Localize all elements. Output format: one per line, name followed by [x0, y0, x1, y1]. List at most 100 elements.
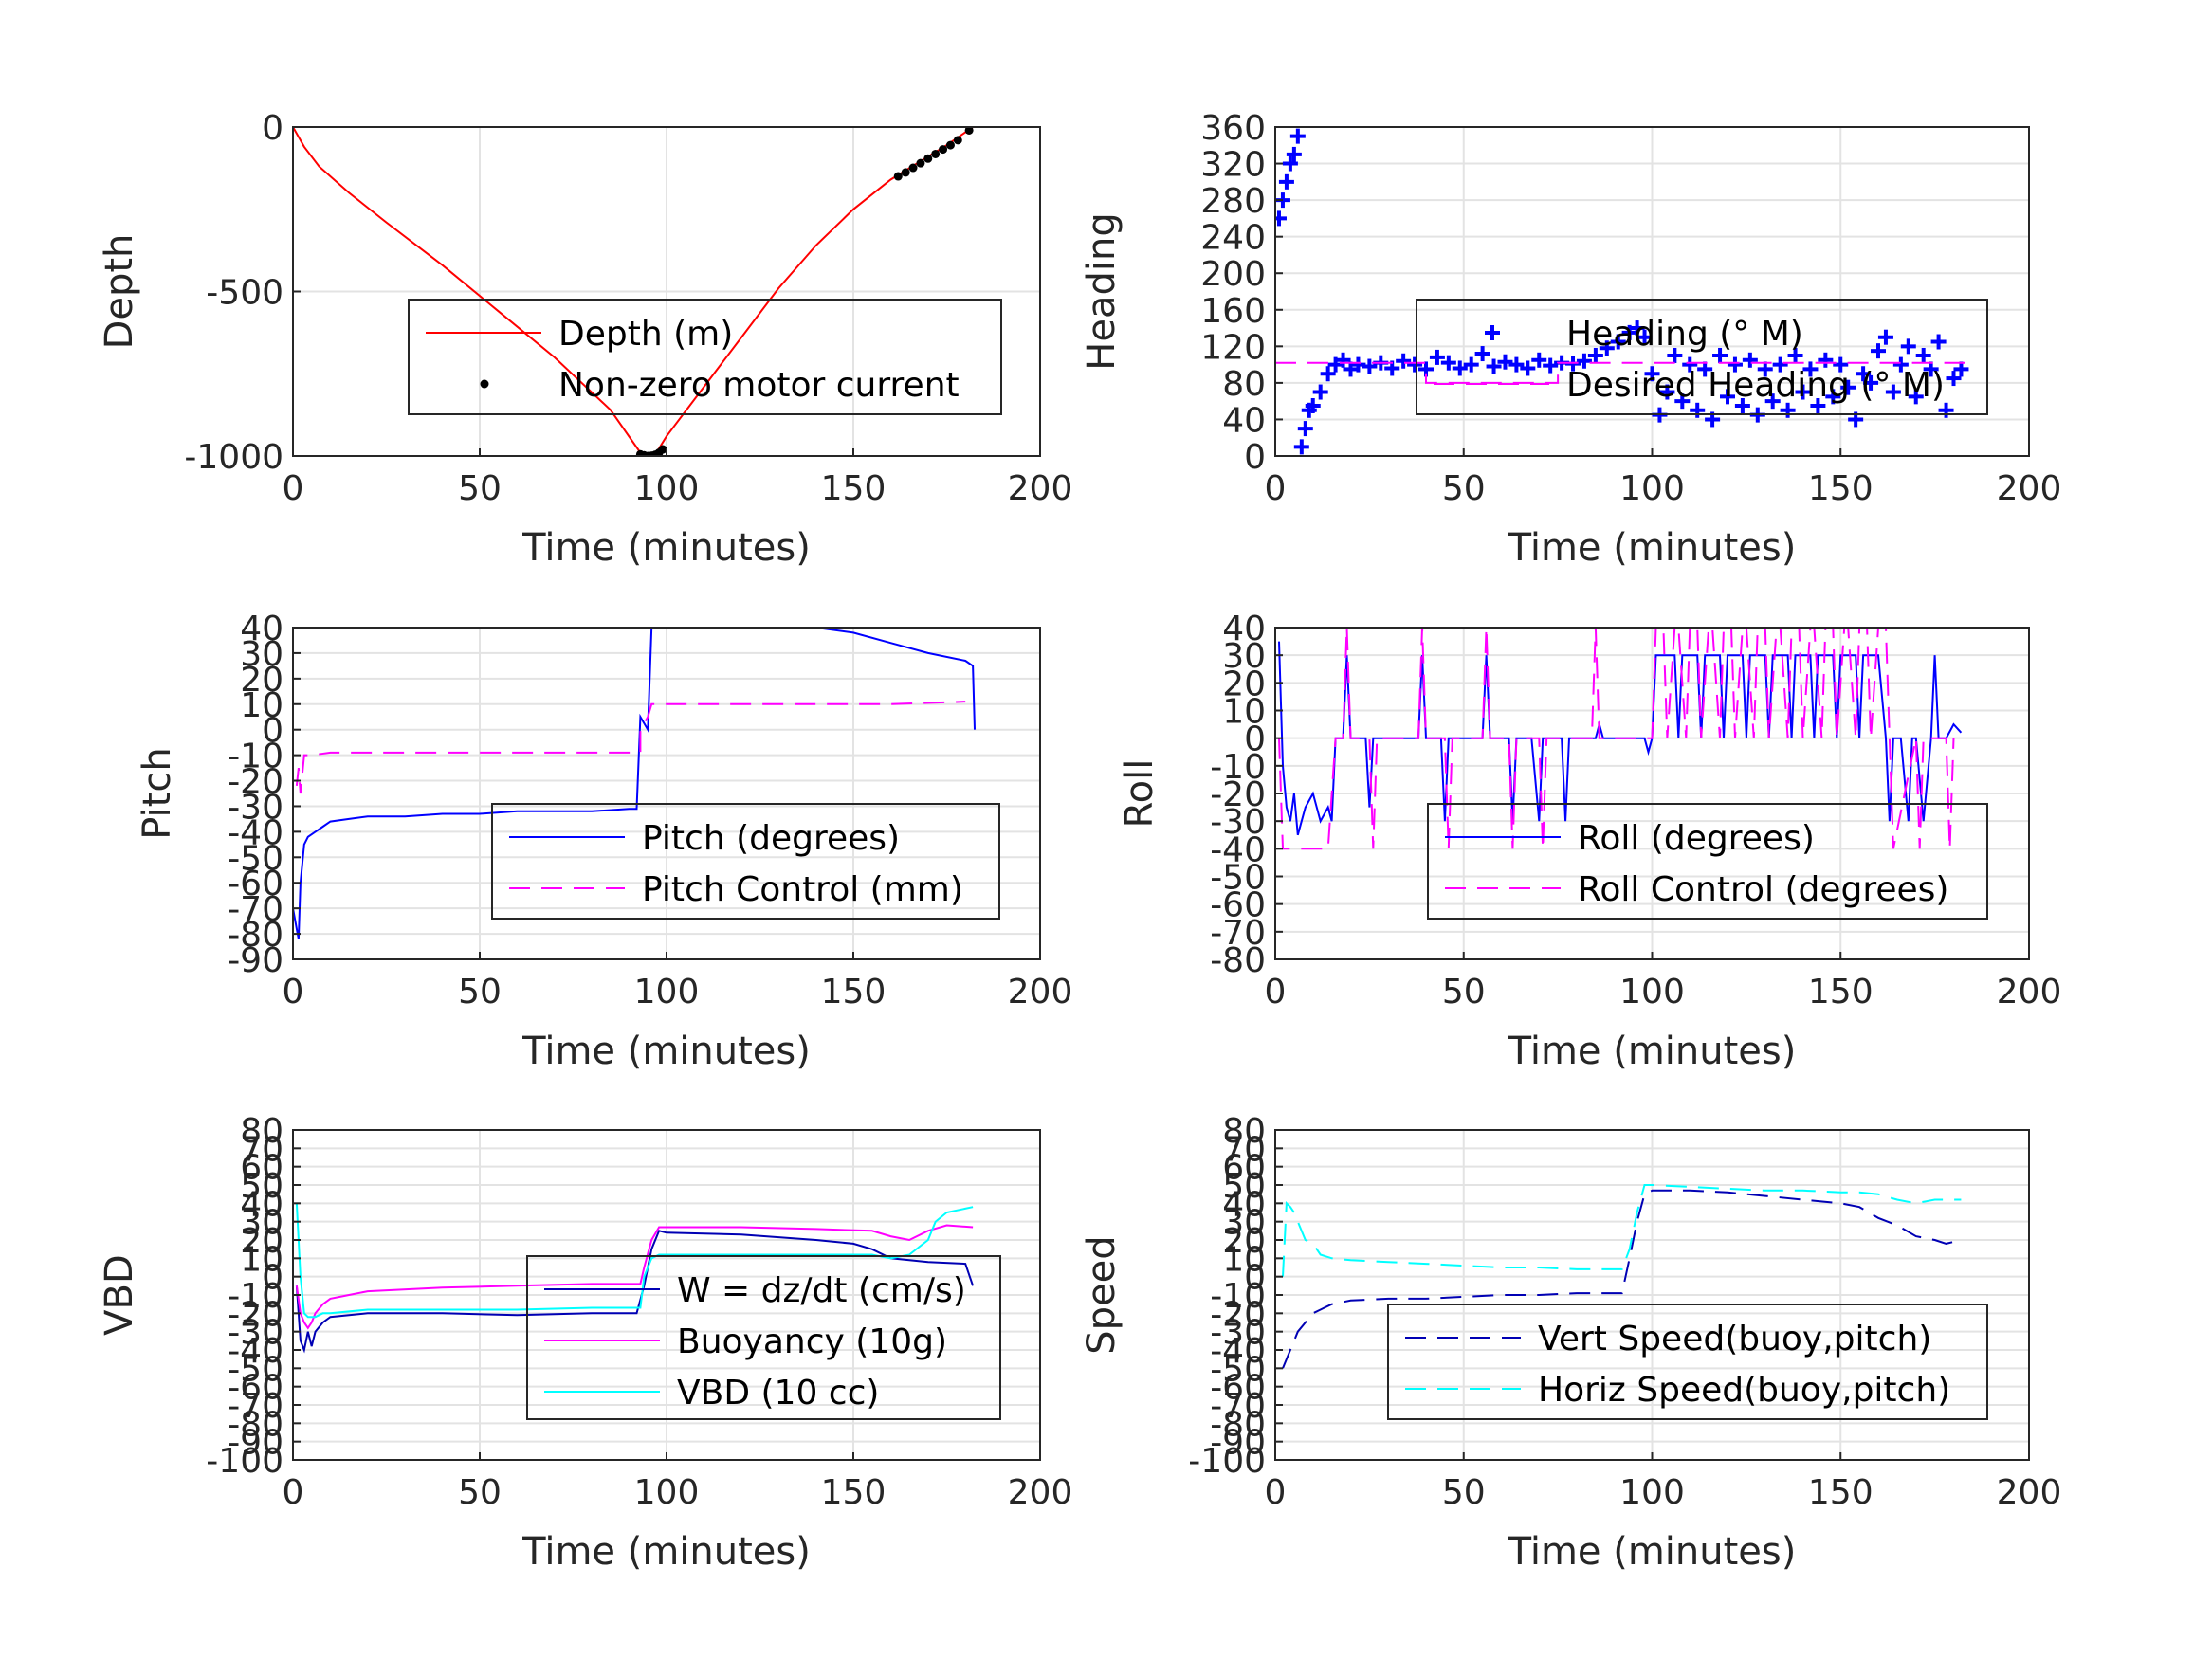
x-tick-label: 0 — [1265, 469, 1287, 508]
y-tick-label: -70 — [1210, 914, 1266, 953]
data-point — [1825, 389, 1841, 405]
y-axis-label: VBD — [98, 1254, 141, 1336]
x-axis-label: Time (minutes) — [521, 526, 811, 570]
y-tick-label: 50 — [1222, 1167, 1266, 1206]
data-point — [1674, 393, 1691, 410]
data-point — [1362, 358, 1378, 374]
y-tick-label: -100 — [206, 1442, 283, 1481]
y-tick-label: 80 — [1222, 365, 1266, 404]
legend-entry: Heading (° M) — [1485, 315, 1803, 354]
legend-entry: Desired Heading (° M) — [1434, 366, 1945, 405]
chart-roll: 0 50 100 150 200403020100-10-20-30-40-50-60-… — [1118, 610, 2061, 1012]
x-tick-label: 100 — [634, 469, 700, 508]
data-point — [893, 172, 903, 181]
legend: W = dz/dt (cm/s) Buoyancy (10g) VBD (10 cc… — [526, 1255, 1001, 1420]
y-tick-label: 40 — [240, 1185, 283, 1224]
data-point — [1787, 347, 1803, 363]
y-axis-label: Speed — [1080, 1235, 1124, 1354]
y-tick-label: -20 — [228, 763, 283, 802]
y-tick-label: -30 — [1210, 1314, 1266, 1353]
y-tick-label: -90 — [1210, 1424, 1266, 1463]
x-axis-label-roll: Time (minutes) — [1508, 1030, 1797, 1073]
y-tick-label: -20 — [1210, 1295, 1266, 1334]
legend-label: Non-zero motor current — [558, 366, 960, 405]
y-tick-label: 80 — [1222, 1112, 1266, 1151]
legend-entry: Pitch (degrees) — [509, 819, 900, 858]
series-line-0 — [293, 628, 976, 939]
y-tick-label: -20 — [1210, 775, 1266, 814]
legend: Depth (m) Non-zero motor current — [408, 299, 1002, 415]
data-point — [1802, 361, 1819, 377]
y-axis-label: Roll — [1118, 759, 1161, 829]
y-tick-label: -60 — [1210, 1369, 1266, 1408]
x-tick-label: 150 — [821, 469, 887, 508]
y-tick-label: 0 — [1244, 438, 1266, 477]
x-tick-label: 50 — [1442, 973, 1486, 1012]
data-point — [1900, 338, 1916, 355]
data-point — [1407, 356, 1423, 373]
y-tick-label: -60 — [228, 865, 283, 903]
y-tick-label: -40 — [1210, 830, 1266, 869]
x-tick-label: 0 — [283, 1473, 304, 1512]
x-tick-label: 100 — [1619, 973, 1685, 1012]
y-tick-label: 0 — [262, 1259, 283, 1298]
x-tick-label: 200 — [1008, 1473, 1073, 1512]
x-tick-label: 0 — [283, 469, 304, 508]
chart-speed: 0 50 100 150 20080706050403020100-10-20-30-4… — [1080, 1112, 2061, 1574]
series-line-1 — [295, 701, 966, 794]
data-point — [1610, 334, 1626, 350]
data-point — [1871, 343, 1886, 359]
legend-entry: VBD (10 cc) — [544, 1374, 879, 1413]
data-point — [1833, 356, 1849, 373]
data-point — [1599, 340, 1615, 356]
x-tick-label: 100 — [1619, 469, 1685, 508]
data-point — [1720, 389, 1735, 405]
data-point — [931, 149, 941, 158]
data-point — [1682, 356, 1698, 373]
data-point — [923, 154, 933, 163]
y-tick-label: -90 — [228, 941, 283, 980]
data-point — [1297, 421, 1313, 437]
legend-entry: Pitch Control (mm) — [509, 870, 963, 909]
y-tick-label: 20 — [1222, 1222, 1266, 1261]
data-point — [1275, 210, 1287, 227]
legend-box — [1387, 1304, 1988, 1420]
y-tick-label: -70 — [1210, 1387, 1266, 1426]
y-tick-label: -10 — [228, 1277, 283, 1316]
series-group — [1278, 628, 1963, 850]
y-tick-label: 0 — [262, 109, 283, 148]
y-tick-label: -20 — [228, 1295, 283, 1334]
data-point — [1474, 346, 1490, 362]
x-tick-label: 100 — [634, 973, 700, 1012]
legend-label: Heading (° M) — [1566, 315, 1803, 354]
y-tick-label: -100 — [1188, 1442, 1266, 1481]
data-point — [1520, 360, 1536, 376]
data-point — [1289, 128, 1306, 144]
y-tick-label: -10 — [228, 738, 283, 776]
series-group — [1282, 1184, 1962, 1369]
x-tick-label: 50 — [458, 973, 502, 1012]
data-point — [1818, 352, 1834, 368]
data-point — [1915, 347, 1931, 363]
x-tick-label: 50 — [1442, 469, 1486, 508]
data-point — [1742, 352, 1758, 368]
data-point — [1938, 402, 1954, 418]
y-tick-label: -500 — [206, 274, 283, 313]
y-tick-label: -80 — [228, 916, 283, 955]
data-point — [1497, 354, 1513, 370]
data-point — [1335, 352, 1351, 368]
data-point — [1463, 356, 1479, 373]
data-point — [1772, 356, 1788, 373]
legend: Heading (° M) Desired Heading (° M) — [1416, 299, 1988, 415]
legend-label: Depth (m) — [558, 315, 733, 354]
legend-label: VBD (10 cc) — [677, 1374, 879, 1413]
data-point — [1440, 355, 1456, 371]
data-point — [916, 158, 925, 168]
chart-depth: 0 50 100 150 200 0 -500 -1000 Time (minutes) Dept… — [98, 109, 1072, 570]
data-point — [1908, 389, 1924, 405]
y-tick-label: 30 — [1222, 1204, 1266, 1243]
series-group — [1275, 128, 1973, 455]
legend-box — [408, 299, 1002, 415]
chart-vbd: 0 50 100 150 20080706050403020100-10-20-30-4… — [98, 1112, 1072, 1574]
